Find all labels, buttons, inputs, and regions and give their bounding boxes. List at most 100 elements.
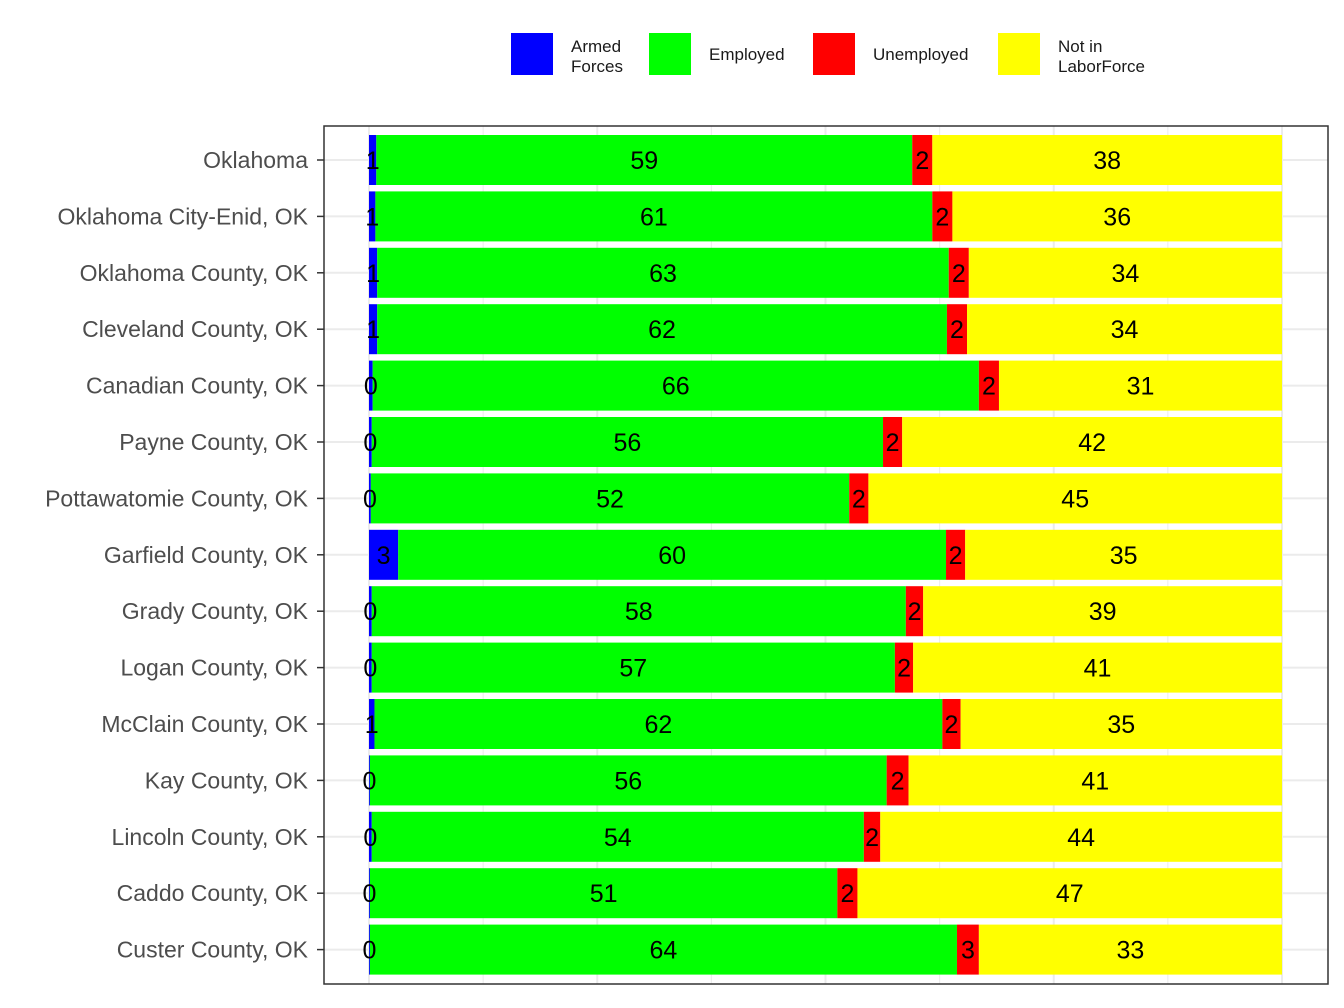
category-label: Cleveland County, OK <box>82 316 309 342</box>
axis-ticks <box>317 159 324 951</box>
segment-label-employed: 64 <box>650 937 678 965</box>
segment-label-not-in-labor-force: 31 <box>1127 373 1155 401</box>
bar-segment-not-in-labor-force <box>880 811 1282 862</box>
segment-label-not-in-labor-force: 33 <box>1117 937 1145 965</box>
bar-segment-not-in-labor-force <box>932 135 1282 185</box>
category-label: Garfield County, OK <box>104 542 309 568</box>
bar-segment-unemployed <box>883 417 903 467</box>
segment-label-not-in-labor-force: 41 <box>1084 655 1112 683</box>
segment-label-not-in-labor-force: 35 <box>1110 542 1138 570</box>
category-label: Oklahoma <box>203 147 308 173</box>
category-label: Caddo County, OK <box>117 880 309 906</box>
bar-segment-armed-forces <box>369 642 372 693</box>
segment-label-not-in-labor-force: 34 <box>1112 260 1140 288</box>
bar-segment-not-in-labor-force <box>998 360 1282 411</box>
bar-segment-unemployed <box>894 642 914 693</box>
bar-segment-employed <box>371 642 895 693</box>
bar-segment-employed <box>377 247 949 298</box>
bar-segment-armed-forces <box>369 924 370 975</box>
segment-label-unemployed: 2 <box>897 655 911 683</box>
bar-segment-not-in-labor-force <box>908 755 1282 806</box>
segment-label-employed: 60 <box>658 542 686 570</box>
segment-label-employed: 59 <box>630 147 658 175</box>
segment-label-not-in-labor-force: 39 <box>1089 598 1117 626</box>
segment-label-armed-forces: 1 <box>366 147 380 175</box>
legend-label-not-in-labor-force: Not in LaborForce <box>1058 37 1145 76</box>
segment-label-unemployed: 2 <box>950 316 964 344</box>
bar-segment-employed <box>374 699 943 749</box>
legend-swatch-employed <box>649 33 691 75</box>
segment-label-unemployed: 2 <box>865 824 879 852</box>
category-label: Grady County, OK <box>122 598 309 624</box>
segment-label-employed: 57 <box>619 655 647 683</box>
bar-segment-armed-forces <box>369 586 372 637</box>
segment-label-employed: 52 <box>596 485 624 513</box>
segment-label-unemployed: 2 <box>935 203 949 231</box>
segment-label-not-in-labor-force: 47 <box>1056 880 1084 908</box>
segment-label-employed: 61 <box>640 203 668 231</box>
bar-segment-unemployed <box>886 755 909 806</box>
segment-label-unemployed: 3 <box>961 937 975 965</box>
bar-segment-armed-forces <box>369 529 399 580</box>
bar-segment-armed-forces <box>369 135 377 185</box>
category-labels: Oklahoma Oklahoma City-Enid, OK Oklahoma C… <box>45 147 309 963</box>
category-label: Pottawatomie County, OK <box>45 485 309 511</box>
bar-segment-employed <box>372 360 979 411</box>
bar-segment-employed <box>369 924 957 975</box>
legend-label-employed: Employed <box>709 45 785 64</box>
segment-label-not-in-labor-force: 44 <box>1067 824 1095 852</box>
segment-label-employed: 56 <box>614 767 642 795</box>
segment-label-armed-forces: 0 <box>363 937 377 965</box>
segment-label-employed: 62 <box>648 316 676 344</box>
bar-segment-unemployed <box>978 360 999 411</box>
segment-label-unemployed: 2 <box>908 598 922 626</box>
segment-label-not-in-labor-force: 41 <box>1081 767 1109 795</box>
segment-label-armed-forces: 0 <box>363 880 377 908</box>
bar-segment-not-in-labor-force <box>913 642 1282 693</box>
segment-label-not-in-labor-force: 38 <box>1093 147 1121 175</box>
segment-label-not-in-labor-force: 36 <box>1103 203 1131 231</box>
category-label: Canadian County, OK <box>86 373 309 399</box>
bar-segment-unemployed <box>932 191 953 242</box>
segment-label-unemployed: 2 <box>840 880 854 908</box>
bar-segment-unemployed <box>912 135 933 185</box>
legend-label-unemployed: Unemployed <box>873 45 969 64</box>
bar-segment-not-in-labor-force <box>960 699 1282 749</box>
segment-label-employed: 51 <box>590 880 618 908</box>
bar-segment-employed <box>369 755 887 806</box>
segment-label-employed: 66 <box>662 373 690 401</box>
segment-label-unemployed: 2 <box>952 260 966 288</box>
segment-label-armed-forces: 3 <box>377 542 391 570</box>
bar-segment-employed <box>371 417 884 467</box>
panel-border <box>323 125 1329 985</box>
bar-segment-employed <box>369 868 838 919</box>
bar-segment-unemployed <box>849 473 869 524</box>
bar-segment-employed <box>398 529 947 580</box>
bar-segment-unemployed <box>905 586 924 637</box>
bar-segment-not-in-labor-force <box>857 868 1282 919</box>
category-label: Kay County, OK <box>145 767 309 793</box>
segment-label-armed-forces: 1 <box>366 260 380 288</box>
legend-swatch-unemployed <box>813 33 855 75</box>
segment-label-armed-forces: 0 <box>363 655 377 683</box>
segment-label-unemployed: 2 <box>886 429 900 457</box>
legend-swatch-not-in-labor-force <box>998 33 1040 75</box>
category-label: Oklahoma City-Enid, OK <box>57 203 308 229</box>
bar-segment-not-in-labor-force <box>952 191 1282 242</box>
bar-segment-armed-forces <box>369 473 371 524</box>
bar-segment-unemployed <box>837 868 858 919</box>
bar-segment-unemployed <box>948 247 969 298</box>
segment-label-employed: 58 <box>625 598 653 626</box>
bar-segment-armed-forces <box>369 417 372 467</box>
segment-label-not-in-labor-force: 35 <box>1107 711 1135 739</box>
bars <box>369 135 1282 975</box>
bar-segment-unemployed <box>956 924 979 975</box>
segment-label-armed-forces: 0 <box>363 429 377 457</box>
bar-segment-unemployed <box>863 811 881 862</box>
segment-label-employed: 63 <box>649 260 677 288</box>
bar-segment-unemployed <box>946 304 968 355</box>
segment-label-armed-forces: 0 <box>363 824 377 852</box>
segment-label-unemployed: 2 <box>945 711 959 739</box>
category-label: Payne County, OK <box>119 429 308 455</box>
bar-segment-armed-forces <box>369 191 376 242</box>
